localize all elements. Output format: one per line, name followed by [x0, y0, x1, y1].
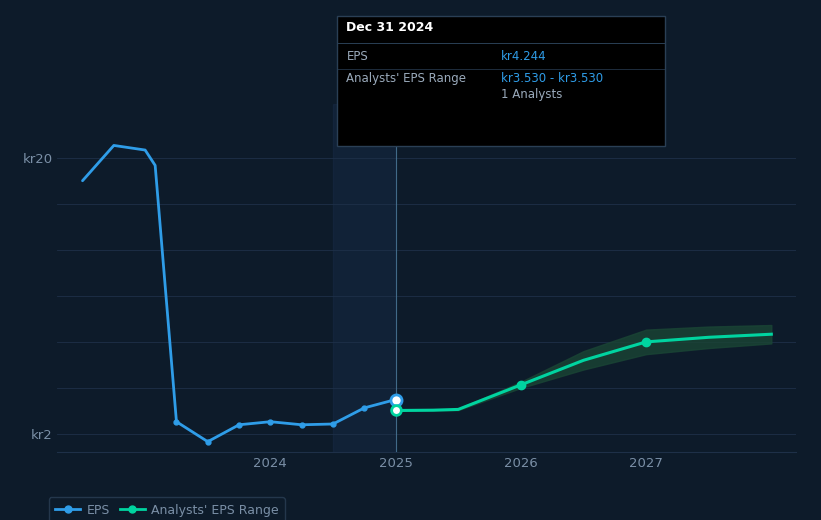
Bar — [333, 104, 396, 452]
Text: Analysts' EPS Range: Analysts' EPS Range — [346, 72, 466, 85]
Text: 1 Analysts: 1 Analysts — [501, 88, 562, 101]
Text: kr3.530 - kr3.530: kr3.530 - kr3.530 — [501, 72, 603, 85]
Text: Dec 31 2024: Dec 31 2024 — [346, 21, 433, 34]
Text: kr4.244: kr4.244 — [501, 50, 547, 63]
Text: Actual: Actual — [351, 124, 391, 137]
Legend: EPS, Analysts' EPS Range: EPS, Analysts' EPS Range — [49, 497, 285, 520]
Text: Analysts Forecasts: Analysts Forecasts — [403, 124, 520, 137]
Text: EPS: EPS — [346, 50, 368, 63]
